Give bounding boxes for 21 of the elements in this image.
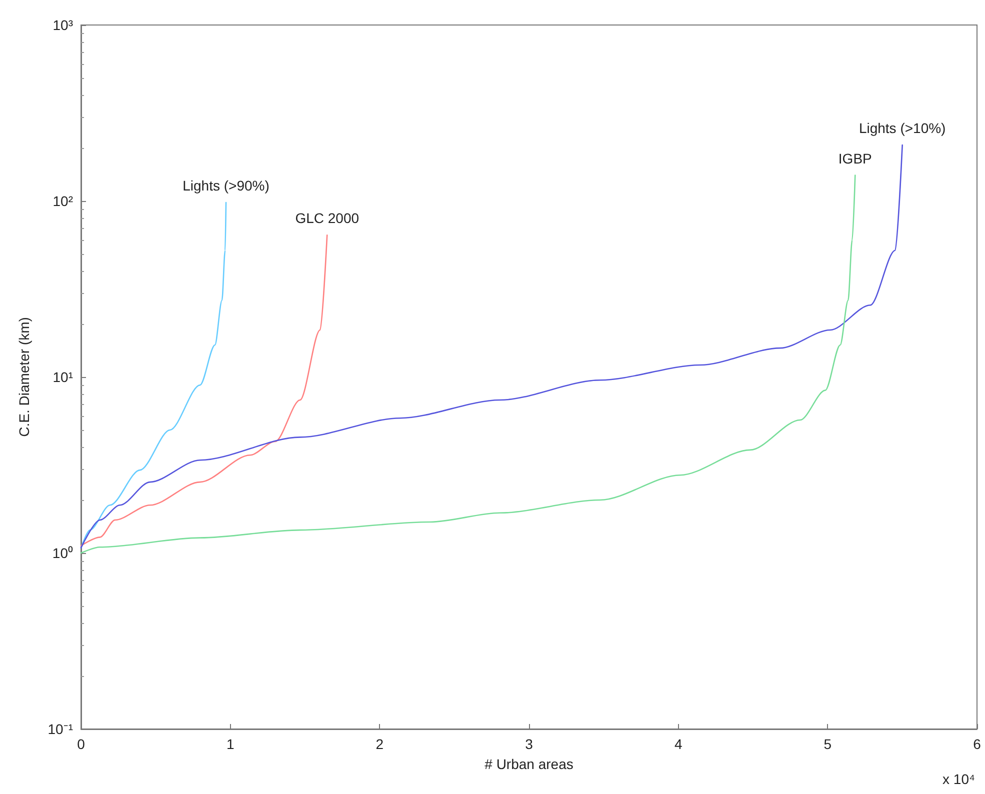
y-tick-label: 10⁰ (52, 545, 73, 561)
x-tick-label: 4 (674, 736, 682, 752)
series-label: GLC 2000 (295, 210, 360, 226)
line-series (80, 202, 227, 548)
y-tick-label: 10² (52, 193, 74, 209)
x-axis-title: # Urban areas (484, 756, 574, 772)
x-tick-label: 6 (973, 736, 982, 752)
y-tick-label: 10⁻¹ (48, 721, 74, 737)
x-tick-label: 5 (824, 736, 832, 752)
x-tick-label: 1 (226, 736, 234, 752)
line-series (80, 234, 328, 546)
text: x 10⁴ (942, 771, 976, 787)
y-tick-label: 10³ (52, 17, 74, 33)
y-axis-title: C.E. Diameter (km) (16, 317, 32, 437)
x-tick-label: 2 (376, 736, 384, 752)
x-tick-label: 3 (525, 736, 534, 752)
y-tick-label: 10¹ (52, 369, 74, 385)
series-label: Lights (>90%) (182, 178, 270, 194)
series-label: Lights (>10%) (858, 120, 946, 136)
series-label: IGBP (838, 150, 872, 166)
x-tick-label: 0 (77, 736, 86, 752)
